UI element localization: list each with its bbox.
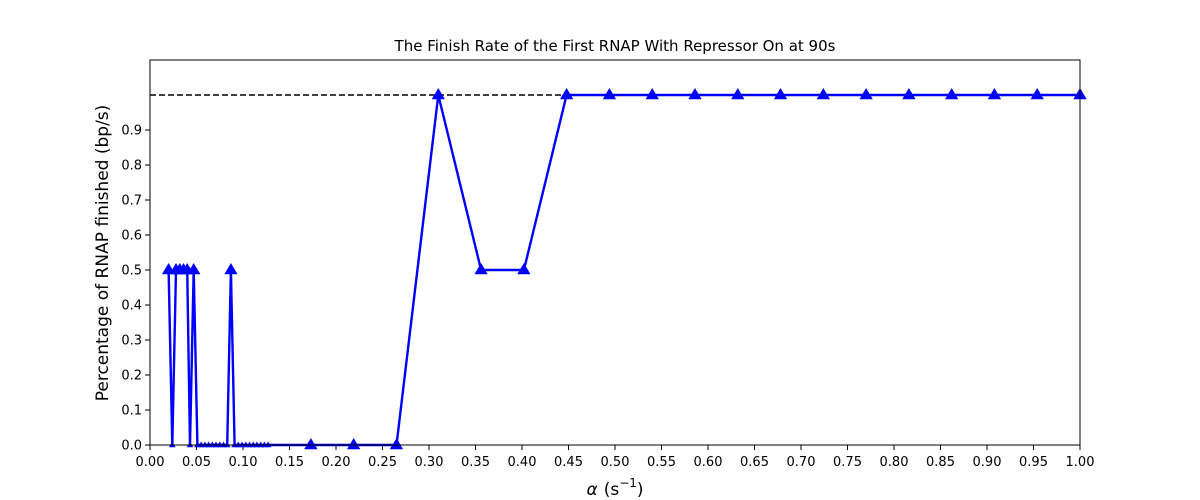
x-tick-label: 0.30: [415, 455, 444, 470]
x-tick-label: 0.45: [554, 455, 583, 470]
x-tick-label: 0.15: [275, 455, 304, 470]
x-tick-label: 0.10: [229, 455, 258, 470]
y-tick-label: 0.4: [121, 299, 142, 314]
x-tick-label: 0.00: [136, 455, 165, 470]
data-point: [987, 88, 1002, 100]
x-tick-label: 0.60: [694, 455, 723, 470]
x-tick-label: 0.70: [787, 455, 816, 470]
data-point: [816, 88, 830, 100]
x-axis-label-symbol: α: [586, 480, 597, 500]
data-point: [264, 441, 272, 448]
data-point: [1030, 88, 1044, 100]
data-point: [773, 88, 788, 100]
data-point: [347, 438, 361, 450]
x-tick-label: 0.50: [601, 455, 630, 470]
y-tick-label: 0.9: [121, 124, 142, 139]
x-axis-label-exponent: −1: [619, 476, 637, 490]
x-tick-label: 0.75: [833, 455, 862, 470]
data-point: [304, 438, 318, 450]
plot-frame: [149, 59, 1081, 446]
series-line: [167, 93, 1080, 447]
data-point: [945, 88, 959, 100]
x-tick-label: 0.85: [926, 455, 955, 470]
x-axis-label-close: ): [637, 480, 644, 500]
y-tick-label: 0.7: [121, 194, 142, 209]
x-axis-label-unit: (s: [604, 480, 620, 500]
x-tick-label: 0.05: [182, 455, 211, 470]
data-point: [186, 441, 194, 448]
data-point: [169, 441, 176, 448]
x-tick-label: 0.25: [368, 455, 397, 470]
x-tick-label: 0.95: [1019, 455, 1048, 470]
x-tick-label: 0.40: [508, 455, 537, 470]
x-tick-label: 0.65: [740, 455, 769, 470]
data-point: [859, 88, 873, 100]
data-point: [389, 438, 404, 450]
y-tick-label: 0.1: [121, 404, 142, 419]
x-tick-label: 0.90: [973, 455, 1002, 470]
y-tick-label: 0.2: [121, 369, 142, 384]
data-point: [602, 88, 617, 100]
x-tick-label: 0.35: [461, 455, 490, 470]
y-tick-label: 0.3: [121, 334, 142, 349]
y-tick-label: 0.0: [121, 439, 142, 454]
data-point: [902, 88, 916, 100]
data-point: [645, 88, 659, 100]
data-point: [187, 263, 201, 275]
y-tick-label: 0.8: [121, 159, 142, 174]
data-point: [474, 263, 488, 275]
axis-ticks: 0.00 0.05 0.10 0.15 0.20 0.25 0.30 0.35 0.40 0.45…: [121, 124, 1094, 471]
x-tick-label: 1.00: [1066, 455, 1095, 470]
data-point: [223, 441, 231, 448]
y-axis-label: Percentage of RNAP finished (bp/s): [93, 105, 113, 402]
data-point: [560, 88, 574, 100]
data-point: [517, 263, 531, 275]
y-tick-label: 0.5: [121, 264, 142, 279]
data-point: [688, 88, 702, 100]
series-markers: [161, 88, 1087, 450]
x-tick-label: 0.20: [322, 455, 351, 470]
data-point: [224, 263, 238, 275]
data-point: [731, 88, 745, 100]
chart-title: The Finish Rate of the First RNAP With R…: [394, 37, 836, 55]
x-tick-label: 0.80: [880, 455, 909, 470]
y-tick-label: 0.6: [121, 229, 142, 244]
x-axis-label: α (s−1): [586, 476, 643, 500]
x-tick-label: 0.55: [647, 455, 676, 470]
data-point: [431, 88, 445, 100]
